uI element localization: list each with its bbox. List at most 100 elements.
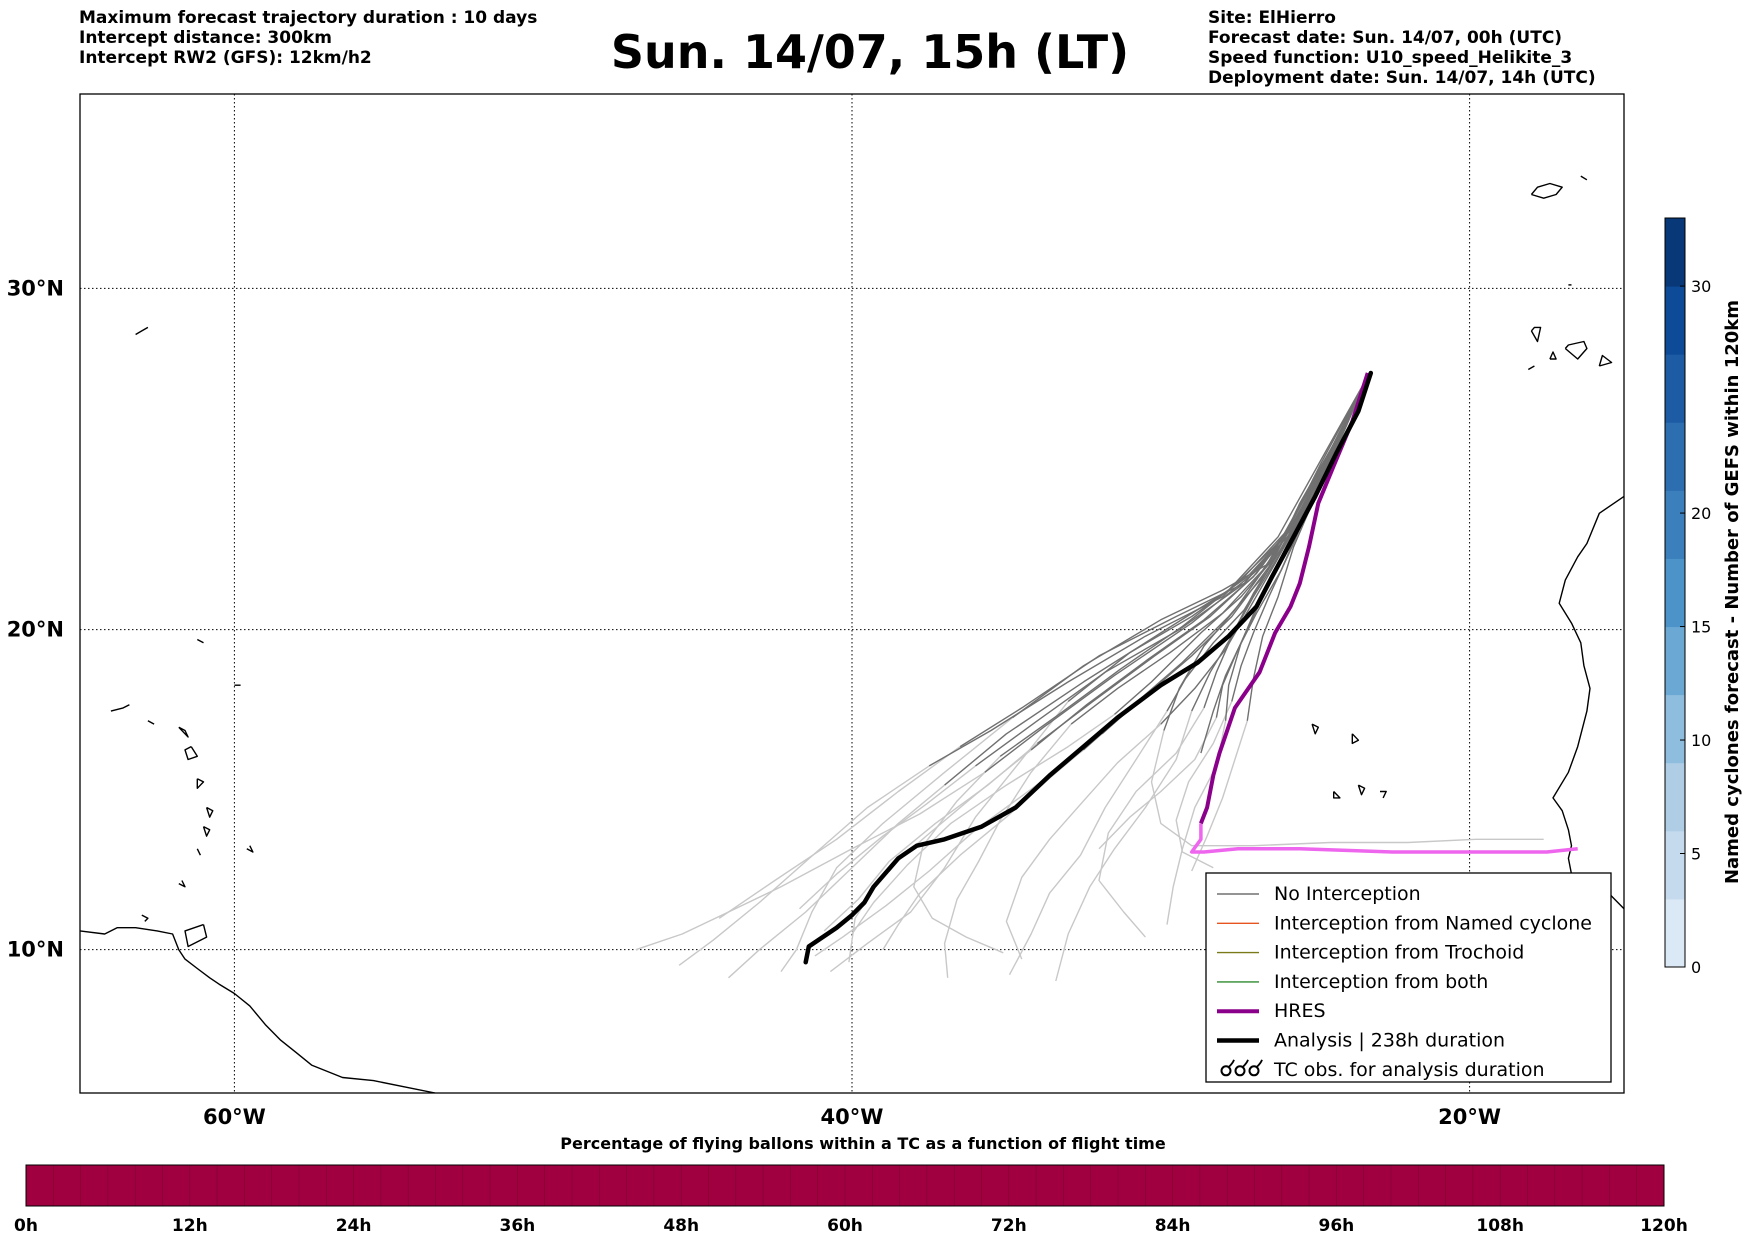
coastline [1530, 182, 1563, 199]
ensemble-track-late [943, 723, 1072, 978]
time-bar-tick-label: 108h [1476, 1216, 1524, 1236]
legend-item: HRES [1217, 1000, 1326, 1022]
lon-label: 20°W [1438, 1105, 1501, 1129]
coastline [184, 745, 199, 761]
coastline [135, 326, 149, 336]
time-bar: Percentage of flying ballons within a TC… [14, 1134, 1688, 1236]
coastline [205, 806, 214, 818]
ensemble-track-late [829, 700, 1069, 973]
legend-label: Analysis | 238h duration [1274, 1030, 1505, 1052]
header-intercept-rw2-text: Intercept RW2 (GFS): 12km/h2 [79, 48, 372, 68]
ensemble-track-late [780, 717, 1014, 973]
header-intercept-distance-text: Intercept distance: 300km [79, 28, 332, 48]
coastline [178, 726, 189, 738]
colorbar-cell [1665, 422, 1685, 491]
coastline [1549, 351, 1557, 360]
colorbar-cell [1665, 558, 1685, 628]
colorbar-tick-label: 15 [1691, 618, 1711, 637]
legend-item: TC obs. for analysis duration [1220, 1059, 1545, 1081]
time-bar-title: Percentage of flying ballons within a TC… [560, 1134, 1166, 1153]
lon-label: 60°W [203, 1105, 266, 1129]
ensemble-track [1160, 376, 1369, 725]
tc-symbol-icon [1248, 1065, 1260, 1077]
ensemble-track-late [728, 784, 946, 979]
colorbar-frame [1664, 217, 1686, 968]
tc-symbol-tail [1228, 1059, 1235, 1068]
coastline [178, 880, 186, 888]
legend-label: TC obs. for analysis duration [1273, 1059, 1545, 1081]
legend-item: Analysis | 238h duration [1217, 1030, 1505, 1052]
ensemble-track [944, 376, 1369, 786]
coastline [184, 923, 208, 948]
analysis-track-group [803, 370, 1374, 965]
colorbar: 0 5 10 15 20 30 Named cyclones forecast - Num… [1664, 217, 1743, 977]
colorbar-cell [1665, 694, 1685, 764]
lat-label: 10°N [7, 938, 64, 962]
coastline [196, 638, 204, 644]
coastline [246, 845, 254, 853]
lat-label: 30°N [7, 276, 64, 300]
ensemble-track-late [1191, 720, 1248, 872]
coastline [1527, 365, 1535, 371]
ensemble-track-late [1098, 707, 1205, 938]
colorbar-cell [1665, 830, 1685, 900]
lat-label: 20°N [7, 618, 64, 642]
ensemble-track-late [1150, 730, 1544, 847]
colorbar-tick-label: 10 [1691, 731, 1711, 750]
coastline [1580, 175, 1588, 181]
coastline [196, 848, 202, 856]
time-bar-tick-label: 84h [1155, 1216, 1191, 1236]
lon-label: 40°W [821, 1105, 884, 1129]
ensemble-track-late [635, 771, 986, 951]
legend-item: Interception from Named cyclone [1217, 912, 1592, 934]
ensemble-track-late [814, 749, 1085, 957]
tc-symbol-tail [1256, 1059, 1263, 1068]
map-frame [79, 93, 1625, 1094]
colorbar-cell [1665, 286, 1685, 355]
colorbar-tick-label: 20 [1691, 504, 1711, 523]
tc-symbol-icon [1234, 1065, 1246, 1077]
time-bar-frame [25, 1164, 1665, 1207]
hres-track-late [1189, 823, 1578, 854]
time-bar-tick-label: 96h [1319, 1216, 1355, 1236]
coastline [1357, 784, 1366, 796]
header-deployment-date-text: Deployment date: Sun. 14/07, 14h (UTC) [1208, 68, 1596, 88]
time-bar-tick-label: 24h [336, 1216, 372, 1236]
ensemble-track [1030, 376, 1369, 751]
legend-label: Interception from Trochoid [1274, 942, 1524, 964]
legend-label: Interception from Named cyclone [1274, 912, 1592, 934]
time-bar-tick-label: 0h [14, 1216, 38, 1236]
coastline [1311, 723, 1320, 735]
ensemble-track [1163, 376, 1369, 731]
header-site-text: Site: ElHierro [1208, 8, 1336, 28]
ensemble-track-late [1175, 701, 1233, 869]
coastline [147, 720, 155, 725]
coastline [196, 778, 205, 789]
coastline [1598, 354, 1613, 367]
legend-label: No Interception [1274, 883, 1421, 905]
ensemble-track-late [913, 755, 1004, 954]
colorbar-cell [1665, 218, 1685, 287]
tc-symbol-icon [1220, 1065, 1232, 1077]
ensemble-track-late [718, 746, 961, 919]
map-title: Sun. 14/07, 15h (LT) [610, 25, 1130, 79]
ensemble-track-late [678, 765, 930, 966]
legend-item: Interception from Trochoid [1217, 942, 1524, 964]
legend-item: Interception from both [1217, 971, 1488, 993]
ensemble-track-late [1005, 723, 1162, 960]
time-bar-tick-label: 72h [991, 1216, 1027, 1236]
colorbar-cell [1665, 762, 1685, 832]
ensemble-tracks-late [635, 700, 1544, 982]
ensemble-track-late [1055, 710, 1193, 982]
legend-box [1205, 872, 1612, 1083]
legend: No Interception Interception from Named c… [1205, 872, 1612, 1083]
coastline [141, 914, 149, 922]
legend-label: HRES [1274, 1000, 1326, 1022]
coastline [202, 825, 211, 837]
ensemble-track [1231, 376, 1369, 702]
colorbar-tick-label: 5 [1691, 845, 1701, 864]
colorbar-cell [1665, 354, 1685, 423]
coastline [80, 927, 436, 1093]
coastline [1639, 342, 1664, 356]
